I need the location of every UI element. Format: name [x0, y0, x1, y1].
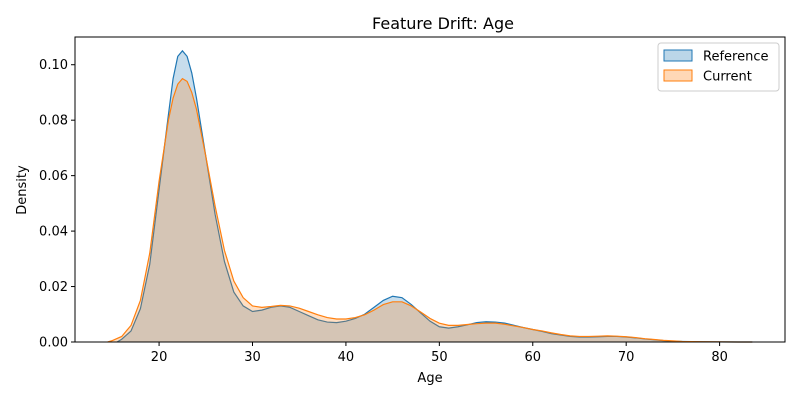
- x-tick-label: 60: [524, 350, 541, 365]
- legend-label-current: Current: [703, 70, 752, 85]
- plot-frame: [74, 36, 786, 343]
- current-line: [107, 77, 753, 343]
- legend-swatch-current: [663, 69, 693, 82]
- x-axis-label: Age: [417, 371, 442, 386]
- x-tick-label: 30: [244, 350, 261, 365]
- y-tick-label: 0.00: [39, 336, 68, 351]
- x-tick-label: 50: [431, 350, 448, 365]
- current-area: [107, 78, 753, 342]
- x-tick-label: 70: [618, 350, 635, 365]
- y-tick-label: 0.10: [39, 58, 68, 73]
- chart-title: Feature Drift: Age: [372, 14, 514, 33]
- y-axis-ticks: 0.00 0.02 0.04 0.06 0.08 0.10: [39, 58, 75, 351]
- y-axis-label: Density: [15, 165, 30, 215]
- x-tick-label: 40: [338, 350, 355, 365]
- y-tick-label: 0.02: [39, 280, 68, 295]
- legend-swatch-reference: [663, 49, 693, 62]
- x-axis-ticks: 20 30 40 50 60 70 80: [151, 342, 728, 365]
- legend-box: [657, 42, 780, 92]
- density-areas: [107, 49, 753, 343]
- x-tick-label: 20: [151, 350, 168, 365]
- legend-label-reference: Reference: [703, 50, 768, 65]
- y-tick-label: 0.08: [39, 114, 68, 129]
- y-tick-label: 0.06: [39, 169, 68, 184]
- legend: Reference Current: [657, 42, 780, 92]
- y-tick-label: 0.04: [39, 225, 68, 240]
- x-tick-label: 80: [711, 350, 728, 365]
